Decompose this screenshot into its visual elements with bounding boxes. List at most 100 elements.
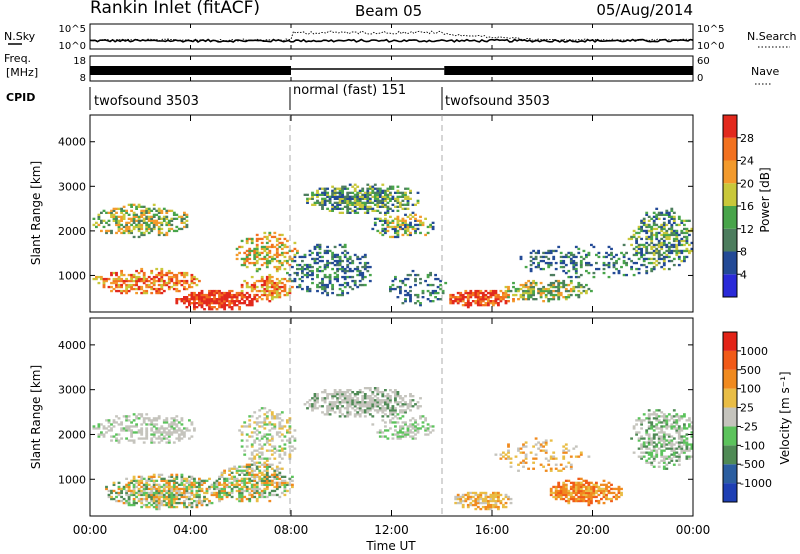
power-cell — [396, 195, 400, 199]
power-cell — [200, 302, 204, 305]
velocity-cell — [605, 483, 608, 487]
power-cell — [245, 241, 249, 245]
power-cell — [605, 251, 608, 255]
velocity-cell — [107, 419, 111, 422]
power-cell — [610, 257, 613, 261]
velocity-cell — [328, 409, 332, 412]
power-cell — [519, 296, 523, 299]
velocity-cell — [394, 421, 397, 424]
power-cell — [459, 300, 463, 303]
freq-band-1 — [444, 66, 693, 75]
velocity-cell — [650, 437, 654, 440]
velocity-cell — [647, 461, 651, 464]
power-cell — [409, 213, 412, 217]
velocity-cell — [557, 469, 561, 472]
velocity-cell — [461, 493, 465, 497]
velocity-cell — [642, 451, 646, 454]
power-cell — [313, 247, 317, 251]
velocity-cell — [502, 503, 505, 507]
power-cell — [165, 223, 169, 227]
velocity-colorbar-swatch-5 — [723, 388, 737, 408]
power-cell — [233, 296, 237, 299]
power-cell — [637, 227, 641, 231]
power-cell — [547, 261, 551, 265]
velocity-cell — [343, 415, 347, 418]
velocity-cell — [250, 473, 254, 477]
power-cell — [401, 221, 405, 225]
velocity-cell — [177, 493, 181, 497]
power-cell — [195, 293, 199, 297]
velocity-cell — [155, 491, 159, 495]
power-cell — [559, 293, 563, 297]
power-cell — [637, 231, 641, 235]
power-cell — [301, 267, 304, 271]
velocity-cell — [283, 485, 287, 489]
power-cell — [321, 201, 324, 205]
velocity-cell — [394, 393, 397, 396]
power-cell — [233, 293, 237, 297]
power-cell — [675, 247, 679, 251]
power-cell — [265, 296, 269, 299]
velocity-cell — [255, 487, 259, 491]
velocity-cell — [145, 491, 149, 495]
velocity-cell — [554, 457, 558, 460]
velocity-cell — [165, 491, 169, 495]
power-cell — [396, 205, 400, 209]
power-colorbar-label: Power [dB] — [758, 167, 772, 232]
velocity-cell — [363, 393, 367, 396]
velocity-cell — [677, 433, 681, 436]
power-cell — [406, 273, 410, 277]
power-cell — [484, 302, 488, 305]
power-cell — [278, 245, 282, 249]
velocity-cell — [150, 477, 154, 481]
power-cell — [426, 231, 430, 235]
power-cell — [554, 285, 558, 289]
power-cell — [675, 245, 679, 249]
velocity-cell — [665, 417, 669, 420]
power-cell — [341, 207, 345, 211]
power-cell — [326, 275, 330, 279]
power-cell — [683, 235, 686, 239]
velocity-cell — [484, 507, 488, 511]
velocity-cell — [414, 433, 417, 436]
power-cell — [293, 259, 297, 263]
power-cell — [542, 259, 546, 263]
power-cell — [564, 296, 568, 299]
power-cell — [306, 199, 309, 203]
power-cell — [278, 279, 282, 283]
power-cell — [308, 197, 312, 201]
power-cell — [429, 271, 433, 275]
velocity-cell — [258, 425, 262, 428]
power-cell — [670, 245, 674, 249]
power-cell — [243, 261, 247, 265]
velocity-cell — [419, 405, 422, 408]
velocity-cell — [263, 463, 267, 466]
power-cell — [250, 287, 254, 291]
power-cell — [253, 253, 257, 257]
velocity-cell — [253, 473, 257, 477]
velocity-cell — [175, 431, 179, 434]
power-cell — [157, 291, 161, 295]
power-cell — [552, 298, 556, 301]
power-cell — [577, 285, 581, 289]
power-cell — [396, 189, 400, 193]
velocity-cell — [401, 411, 405, 414]
power-cell — [311, 251, 314, 255]
power-cell — [567, 289, 571, 293]
power-cell — [321, 285, 324, 289]
power-cell — [378, 187, 382, 190]
velocity-cell — [610, 497, 613, 501]
power-cell — [210, 289, 214, 293]
velocity-cell — [559, 463, 563, 466]
velocity-cell — [532, 445, 536, 448]
power-cell — [117, 289, 121, 293]
velocity-cell — [399, 411, 402, 414]
velocity-cell — [245, 467, 249, 470]
power-cell — [203, 296, 206, 299]
velocity-cell — [172, 427, 176, 430]
power-cell — [278, 293, 282, 297]
power-cell — [690, 247, 693, 251]
velocity-cell — [670, 435, 674, 438]
power-cell — [419, 223, 422, 227]
power-cell — [268, 289, 272, 293]
